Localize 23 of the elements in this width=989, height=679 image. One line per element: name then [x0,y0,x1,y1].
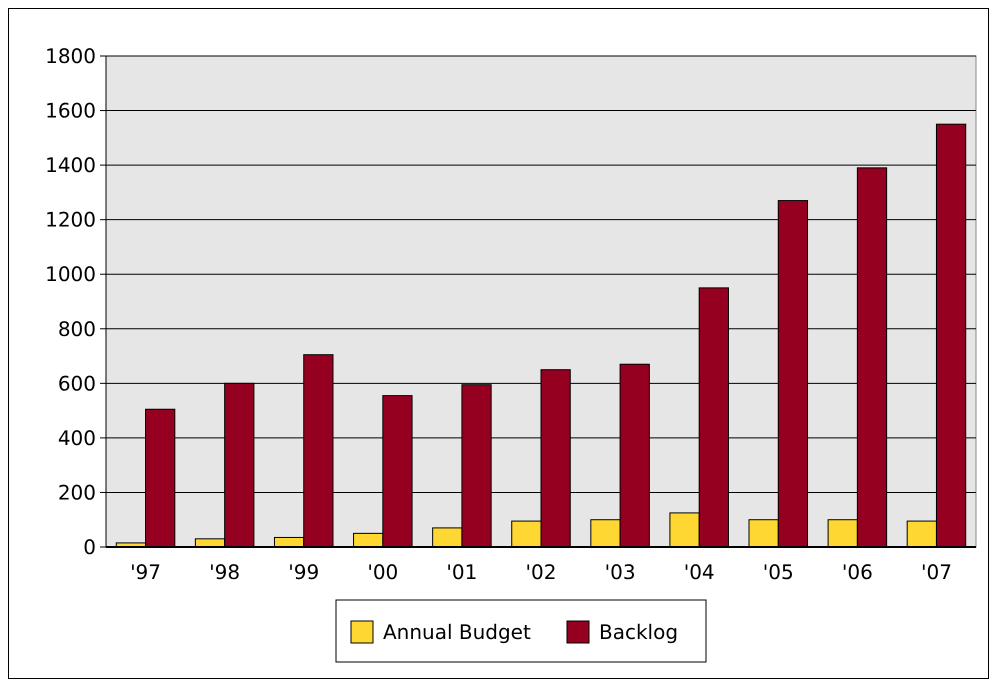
x-tick-label: '02 [526,560,556,584]
x-tick-label: '98 [209,560,240,584]
y-tick-label: 0 [83,535,96,559]
y-tick-label: 1600 [45,98,96,123]
x-tick-label: '97 [130,560,162,584]
y-tick-label: 1200 [45,208,96,232]
y-tick-label: 1400 [45,153,96,178]
x-tick-label: '01 [446,560,478,584]
y-tick-label: 1800 [45,44,96,68]
x-tick-label: '03 [604,560,636,584]
legend-label: Backlog [599,620,678,644]
x-tick-label: '07 [920,560,952,584]
x-tick-label: '99 [288,560,320,584]
x-tick-label: '00 [367,560,398,584]
x-tick-label: '04 [684,560,715,584]
y-tick-label: 600 [58,371,96,396]
y-tick-label: 400 [58,426,96,450]
y-tick-label: 1000 [45,262,96,286]
x-tick-label: '05 [762,560,794,584]
legend-label: Annual Budget [383,620,531,644]
y-tick-label: 800 [58,316,96,341]
x-tick-label: '06 [842,560,873,584]
y-tick-label: 200 [58,480,96,504]
